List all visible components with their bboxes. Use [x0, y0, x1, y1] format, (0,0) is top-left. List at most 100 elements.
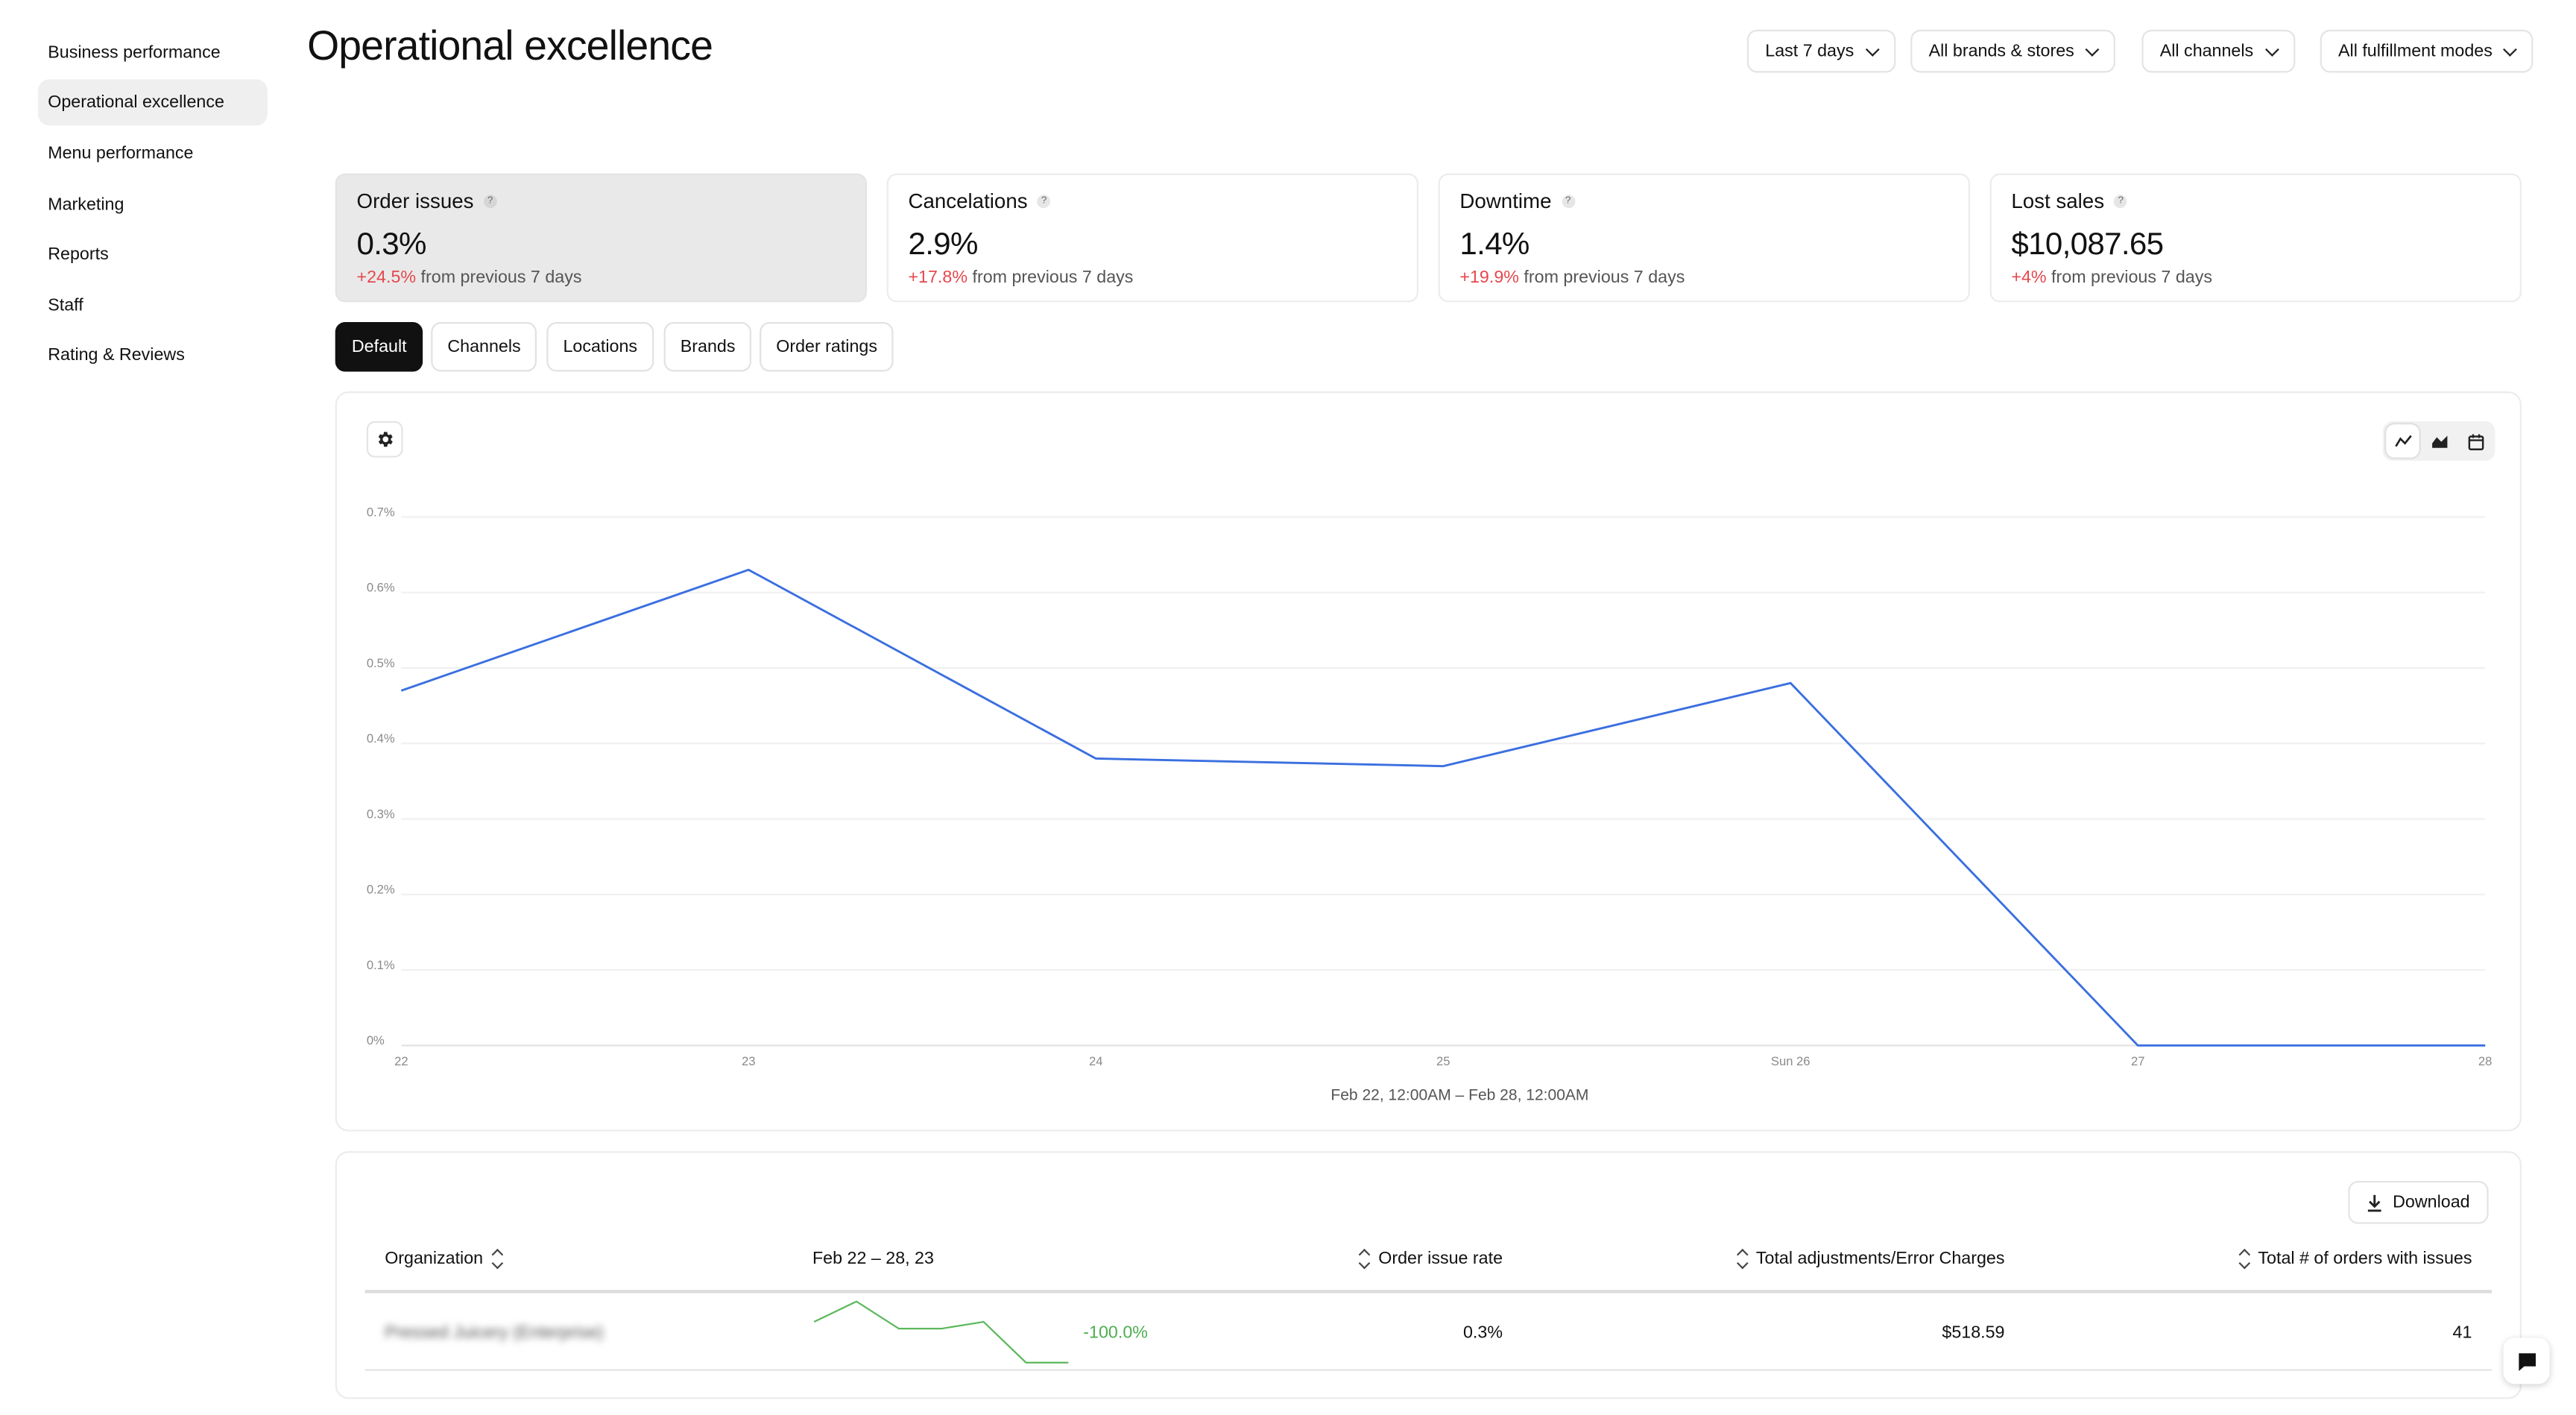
sidebar-item-rating-reviews[interactable]: Rating & Reviews — [48, 345, 185, 365]
sort-icon — [491, 1247, 502, 1270]
metric-value: 2.9% — [908, 227, 978, 263]
row-divider — [364, 1369, 2493, 1371]
metric-change-suffix: from previous 7 days — [2051, 267, 2212, 288]
gear-icon — [378, 432, 393, 447]
x-tick-label: Sun 26 — [1771, 1054, 1811, 1068]
metric-change-value: +24.5% — [356, 267, 417, 288]
metric-change: +17.8% from previous 7 days — [908, 268, 1133, 288]
download-button[interactable]: Download — [2348, 1181, 2488, 1224]
channels-filter-label: All channels — [2159, 41, 2254, 61]
line-view-button[interactable] — [2386, 424, 2419, 458]
column-header-dates: Feb 22 – 28, 23 — [812, 1249, 934, 1269]
y-tick-label: 0.5% — [367, 656, 395, 670]
tab-locations[interactable]: Locations — [546, 322, 654, 372]
tab-channels[interactable]: Channels — [431, 322, 537, 372]
x-tick-label: 22 — [394, 1054, 408, 1068]
column-header-total-adjustments[interactable]: Total adjustments/Error Charges — [1737, 1247, 2005, 1270]
download-icon — [2367, 1194, 2381, 1211]
y-tick-label: 0.1% — [367, 958, 395, 972]
y-tick-label: 0.3% — [367, 807, 395, 821]
metric-title: Lost sales — [2011, 189, 2105, 213]
x-tick-label: 23 — [742, 1054, 755, 1068]
column-header-label: Feb 22 – 28, 23 — [812, 1248, 934, 1269]
metric-value: $10,087.65 — [2011, 227, 2164, 263]
metric-value: 1.4% — [1459, 227, 1530, 263]
fulfillment-filter-label: All fulfillment modes — [2338, 41, 2493, 61]
area-view-button[interactable] — [2422, 424, 2455, 457]
metric-change-value: +19.9% — [1459, 267, 1519, 288]
sort-icon — [2239, 1247, 2250, 1270]
metric-card-order-issues[interactable]: Order issues ? 0.3% +24.5% from previous… — [335, 173, 868, 303]
help-icon[interactable]: ? — [2114, 195, 2128, 209]
metric-title: Downtime — [1459, 189, 1552, 213]
tab-default[interactable]: Default — [335, 322, 423, 372]
channels-filter[interactable]: All channels — [2141, 29, 2295, 73]
line-chart: 0% 0.1% 0.2% 0.3% 0.4% 0.5% 0.6% 0.7% 22 23 24 25 Su… — [367, 505, 2493, 1103]
sidebar-item-menu-performance[interactable]: Menu performance — [48, 143, 194, 164]
order-issue-rate-cell: 0.3% — [1462, 1323, 1503, 1343]
tab-brands[interactable]: Brands — [663, 322, 752, 372]
metric-change-value: +17.8% — [908, 267, 968, 288]
sidebar-item-reports[interactable]: Reports — [48, 244, 109, 265]
sidebar-item-staff[interactable]: Staff — [48, 295, 83, 316]
period-filter[interactable]: Last 7 days — [1746, 29, 1895, 73]
metric-title-wrap: Order issues ? — [357, 190, 497, 213]
chevron-down-icon — [2085, 41, 2100, 56]
column-header-label: Order issue rate — [1378, 1248, 1503, 1269]
help-icon[interactable]: ? — [1561, 195, 1575, 209]
x-tick-label: 27 — [2131, 1054, 2144, 1068]
chevron-down-icon — [1865, 41, 1880, 56]
help-icon[interactable]: ? — [483, 195, 497, 209]
chevron-down-icon — [2503, 41, 2518, 56]
metric-change-suffix: from previous 7 days — [1524, 267, 1685, 288]
x-tick-label: 28 — [2478, 1054, 2492, 1068]
sidebar-item-marketing[interactable]: Marketing — [48, 195, 124, 215]
column-header-organization[interactable]: Organization — [385, 1247, 502, 1270]
calendar-icon — [2467, 433, 2484, 450]
tab-order-ratings[interactable]: Order ratings — [760, 322, 894, 372]
sort-icon — [1359, 1247, 1371, 1270]
column-header-order-issue-rate[interactable]: Order issue rate — [1359, 1247, 1503, 1270]
line-chart-icon — [2394, 434, 2411, 447]
sidebar-item-business-performance[interactable]: Business performance — [48, 42, 221, 63]
x-tick-label: 25 — [1436, 1054, 1450, 1068]
metric-card-downtime[interactable]: Downtime ? 1.4% +19.9% from previous 7 d… — [1438, 173, 1970, 303]
metric-title: Cancelations — [908, 189, 1028, 213]
period-filter-label: Last 7 days — [1765, 41, 1854, 61]
sort-icon — [1737, 1247, 1748, 1270]
metric-change-suffix: from previous 7 days — [972, 267, 1134, 288]
column-header-label: Total adjustments/Error Charges — [1755, 1248, 2005, 1269]
chat-button[interactable] — [2503, 1337, 2550, 1384]
y-tick-label: 0.2% — [367, 883, 395, 897]
header-divider — [364, 1290, 2493, 1293]
y-tick-label: 0.7% — [367, 505, 395, 519]
brands-filter[interactable]: All brands & stores — [1910, 29, 2116, 73]
metric-card-lost-sales[interactable]: Lost sales ? $10,087.65 +4% from previou… — [1989, 173, 2522, 303]
series-line — [400, 568, 2486, 1047]
metric-card-cancelations[interactable]: Cancelations ? 2.9% +17.8% from previous… — [886, 173, 1419, 303]
download-label: Download — [2393, 1192, 2470, 1213]
sparkline-path — [813, 1300, 1069, 1364]
chart-view-toggle — [2382, 420, 2496, 461]
metric-title-wrap: Lost sales ? — [2011, 189, 2128, 213]
sidebar-item-operational-excellence[interactable]: Operational excellence — [37, 79, 268, 126]
chat-icon — [2518, 1352, 2535, 1370]
total-orders-cell: 41 — [2452, 1323, 2472, 1343]
column-header-total-orders[interactable]: Total # of orders with issues — [2239, 1247, 2472, 1270]
chevron-down-icon — [2264, 41, 2279, 56]
y-tick-label: 0.6% — [367, 581, 395, 595]
metric-change: +24.5% from previous 7 days — [357, 268, 582, 288]
y-tick-label: 0% — [367, 1033, 385, 1047]
trend-sparkline — [813, 1300, 1069, 1364]
organization-cell: Pressed Juicery (Enterprise) — [385, 1323, 604, 1343]
y-tick-label: 0.4% — [367, 731, 395, 746]
table-panel: Download Organization Feb 22 – 28, 23 Or… — [335, 1151, 2522, 1399]
calendar-view-button[interactable] — [2459, 424, 2492, 457]
page-title: Operational excellence — [307, 23, 713, 70]
chart-settings-button[interactable] — [366, 420, 403, 458]
x-tick-label: 24 — [1089, 1054, 1102, 1068]
fulfillment-filter[interactable]: All fulfillment modes — [2320, 29, 2534, 73]
help-icon[interactable]: ? — [1037, 195, 1051, 209]
brands-filter-label: All brands & stores — [1928, 41, 2074, 61]
